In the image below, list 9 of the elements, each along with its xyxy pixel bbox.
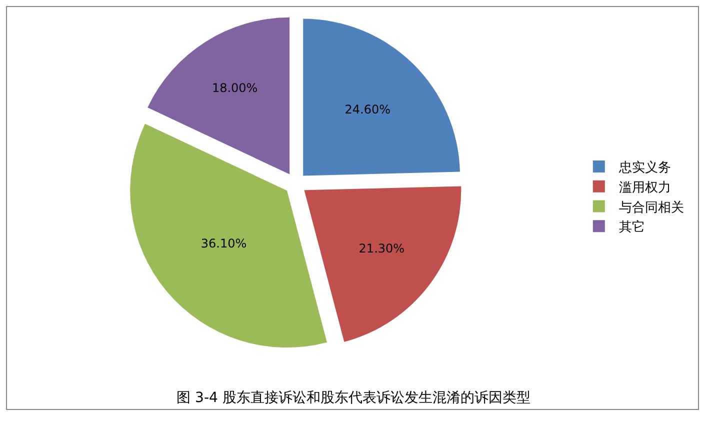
text: 图 3-4 股东直接诉讼和股东代表诉讼发生混淆的诉因类型 [176, 390, 530, 406]
data-label: 36.10% [200, 236, 247, 250]
legend-label: 忠实义务 [618, 160, 671, 176]
data-label: 18.00% [212, 81, 258, 96]
data-label: 24.60% [344, 102, 391, 117]
legend-label: 与合同相关 [618, 200, 684, 216]
data-label: 21.30% [358, 241, 405, 256]
legend-label: 其它 [618, 219, 645, 236]
legend-label: 滥用权力 [618, 180, 671, 196]
